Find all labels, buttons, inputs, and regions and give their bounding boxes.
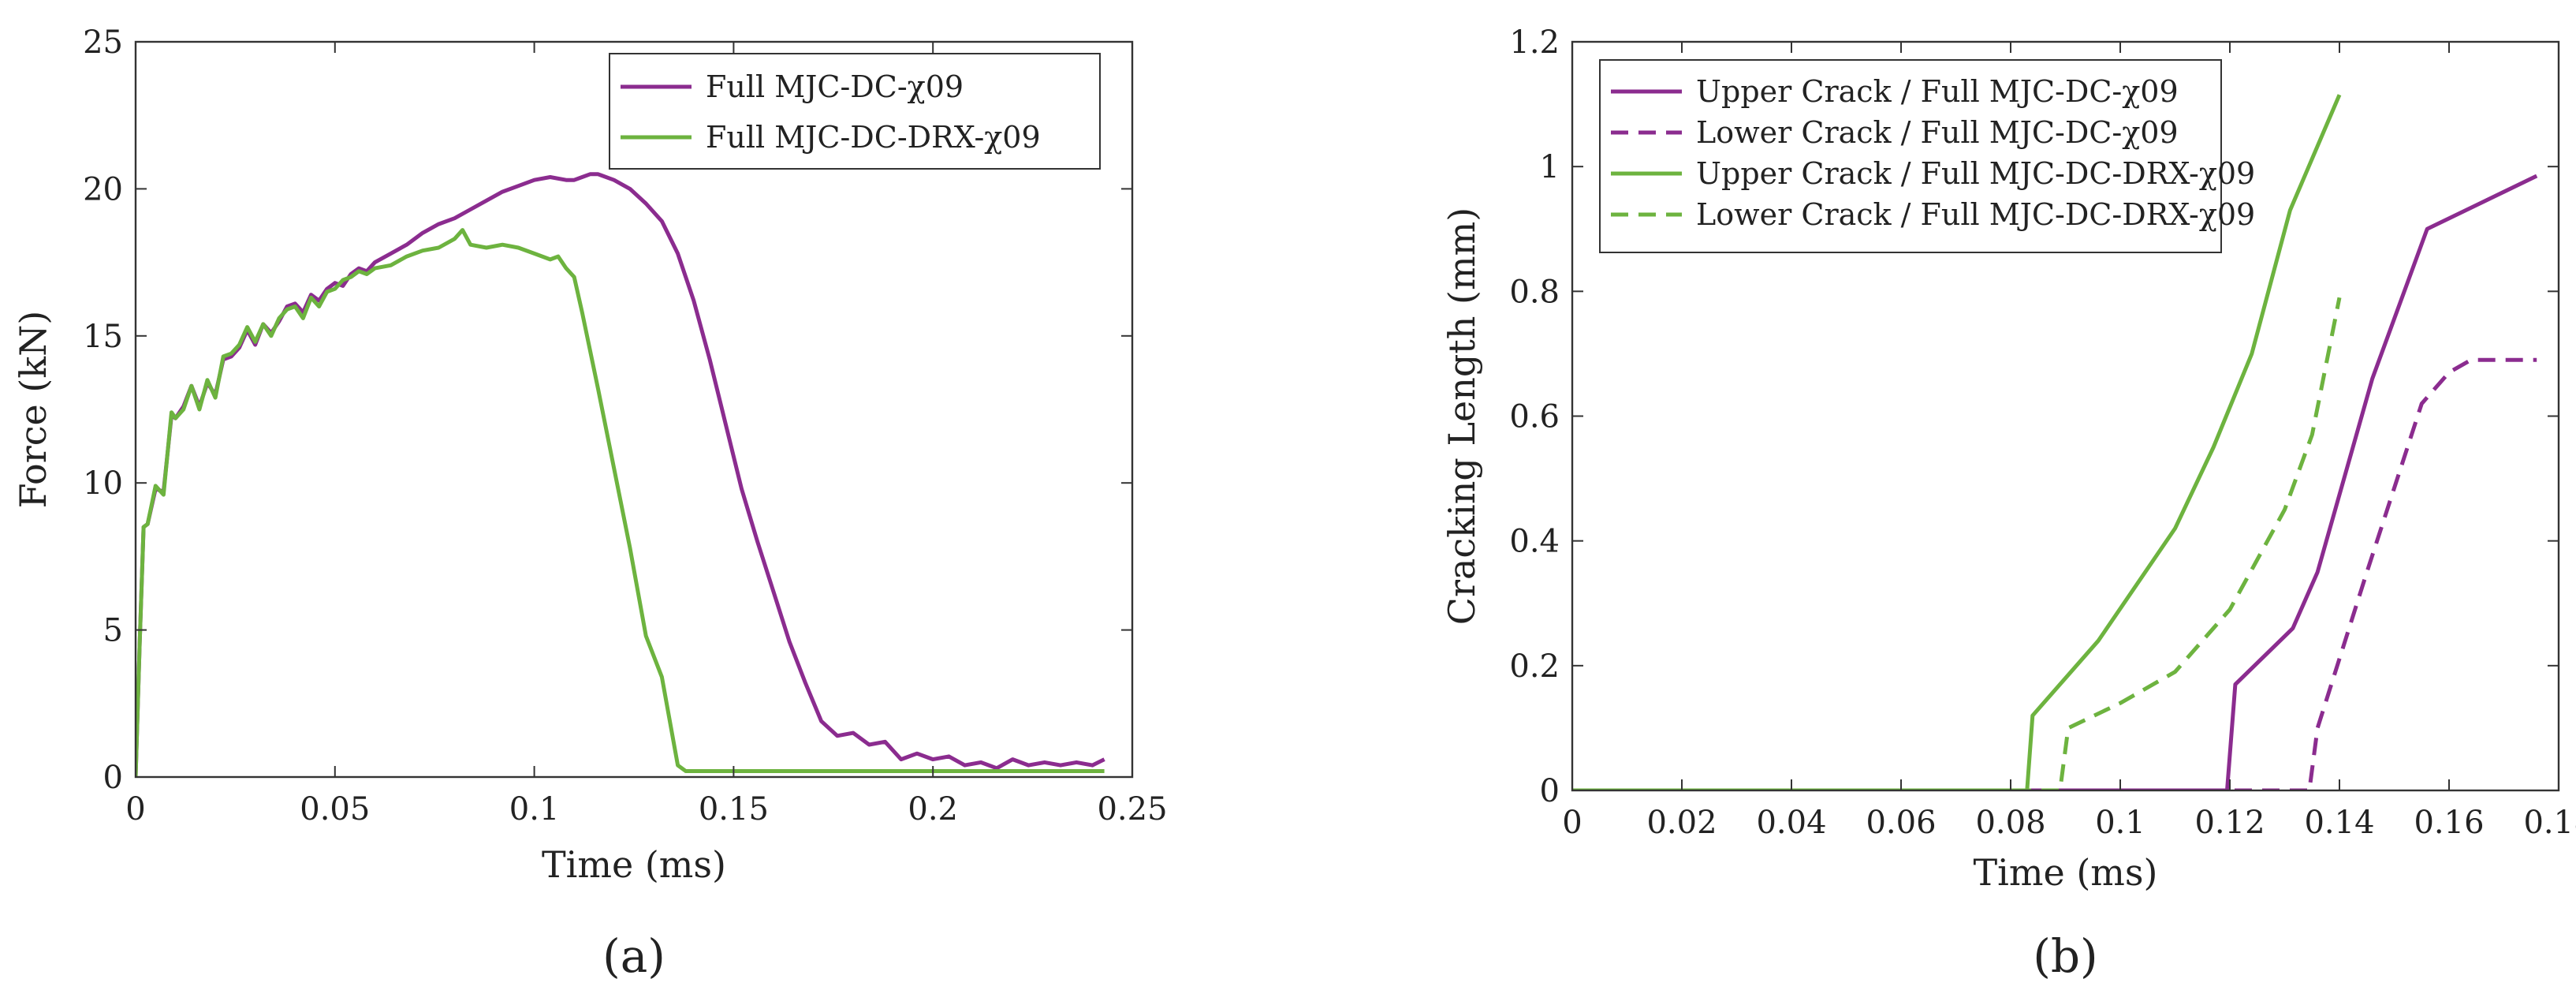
y-tick-label: 20 [83, 171, 123, 207]
x-tick-label: 0 [1562, 805, 1582, 841]
legend: Upper Crack / Full MJC-DC-χ09 Lower Crack… [1599, 59, 2255, 253]
y-tick-label: 0.8 [1509, 274, 1560, 310]
panel-label: (b) [2033, 929, 2097, 983]
chart-panel-a: 0 0.05 0.1 0.15 0.2 0.25 0 5 10 15 20 25 Time (ms) Fo… [12, 24, 1168, 983]
legend-entry-label: Lower Crack / Full MJC-DC-DRX-χ09 [1696, 197, 2255, 232]
y-tick-label: 1.2 [1509, 24, 1560, 61]
y-axis-label: Force (kN) [12, 311, 54, 509]
legend: Full MJC-DC-χ09 Full MJC-DC-DRX-χ09 [609, 53, 1101, 170]
legend-box [1599, 59, 2222, 253]
x-tick-label: 0 [125, 791, 145, 828]
series-line-1 [136, 172, 1105, 777]
x-axis-label: Time (ms) [1974, 851, 2158, 894]
x-tick-label: 0.1 [509, 791, 560, 828]
legend-entry-label: Full MJC-DC-χ09 [706, 69, 964, 104]
legend-entry-label: Upper Crack / Full MJC-DC-DRX-χ09 [1696, 156, 2255, 191]
y-axis-label: Cracking Length (mm) [1441, 207, 1483, 625]
x-tick-label: 0.2 [908, 791, 958, 828]
x-tick-label: 0.18 [2523, 805, 2576, 841]
x-tick-label: 0.05 [300, 791, 370, 828]
y-tick-label: 25 [83, 24, 123, 61]
x-tick-label: 0.14 [2304, 805, 2374, 841]
y-tick-label: 0.2 [1509, 648, 1560, 685]
y-tick-label: 15 [83, 319, 123, 355]
x-tick-label: 0.25 [1097, 791, 1167, 828]
y-tick-label: 0 [103, 760, 123, 796]
y-tick-label: 0.4 [1509, 524, 1560, 560]
series-line-3 [1572, 94, 2342, 790]
x-tick-label: 0.12 [2194, 805, 2265, 841]
legend-box [609, 53, 1101, 170]
y-tick-label: 0.6 [1509, 399, 1560, 435]
legend-entry-label: Lower Crack / Full MJC-DC-χ09 [1696, 115, 2179, 150]
x-tick-label: 0.15 [699, 791, 769, 828]
chart-panel-b: 0 0.02 0.04 0.06 0.08 0.1 0.12 0.14 0.16 0.18 0 0.2… [1441, 24, 2576, 983]
series-line-2 [136, 228, 1105, 777]
x-tick-label: 0.1 [2095, 805, 2145, 841]
y-tick-label: 0 [1540, 773, 1560, 809]
y-tick-label: 1 [1540, 149, 1560, 185]
x-tick-label: 0.02 [1646, 805, 1717, 841]
y-tick-label: 5 [103, 613, 123, 649]
x-tick-label: 0.16 [2414, 805, 2484, 841]
series-line-2 [1572, 357, 2537, 790]
x-axis-label: Time (ms) [542, 843, 726, 886]
legend-entry-label: Full MJC-DC-DRX-χ09 [706, 120, 1041, 155]
plot-frame [134, 40, 1134, 779]
series-line-4 [1572, 297, 2342, 790]
y-tick-label: 10 [83, 465, 123, 502]
x-tick-label: 0.04 [1756, 805, 1826, 841]
legend-entry-label: Upper Crack / Full MJC-DC-χ09 [1696, 74, 2179, 109]
x-tick-label: 0.06 [1866, 805, 1936, 841]
panel-label: (a) [602, 929, 665, 983]
series-line-1 [1572, 174, 2538, 790]
x-tick-label: 0.08 [1975, 805, 2045, 841]
